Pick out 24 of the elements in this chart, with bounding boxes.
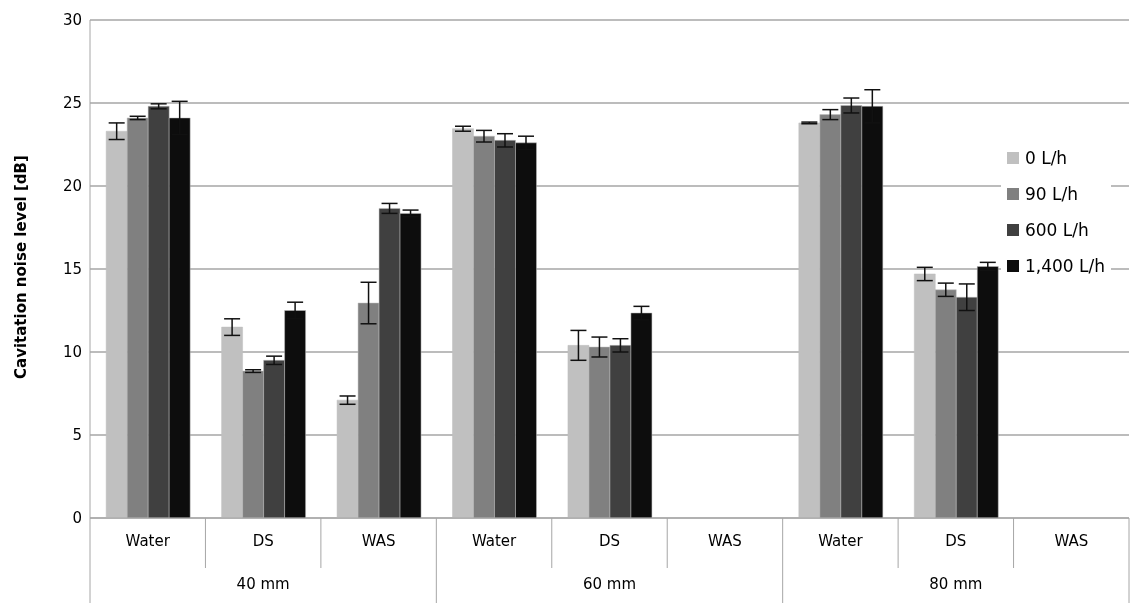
text: 40 mm <box>236 575 290 593</box>
x-tick-label: WAS <box>1054 532 1089 550</box>
x-tick-label: WAS <box>361 532 396 550</box>
legend-label: 0 L/h <box>1024 148 1068 168</box>
legend-label: 600 L/h <box>1024 220 1089 240</box>
x-tick-label: DS <box>598 532 621 550</box>
y-axis-title: Cavitation noise level [dB] <box>12 155 31 379</box>
y-tick-label: 10 <box>62 343 82 362</box>
y-tick-label: 30 <box>62 11 82 30</box>
y-tick-label: 25 <box>62 94 82 113</box>
text: 80 mm <box>929 575 983 593</box>
legend-label: 1,400 L/h <box>1024 256 1105 276</box>
y-tick-label: 0 <box>72 509 82 528</box>
text: 60 mm <box>582 575 637 593</box>
x-tick-label: Water <box>818 532 864 550</box>
x-tick-label: WAS <box>708 532 742 550</box>
x-tick-label: DS <box>252 532 274 550</box>
x-tick-label: DS <box>945 532 967 550</box>
y-tick-label: 5 <box>72 426 82 445</box>
legend-label: 90 L/h <box>1024 184 1078 204</box>
y-tick-label: 20 <box>62 177 82 196</box>
x-tick-label: Water <box>125 532 171 550</box>
x-tick-label: Water <box>471 532 518 550</box>
y-tick-label: 15 <box>62 260 82 279</box>
